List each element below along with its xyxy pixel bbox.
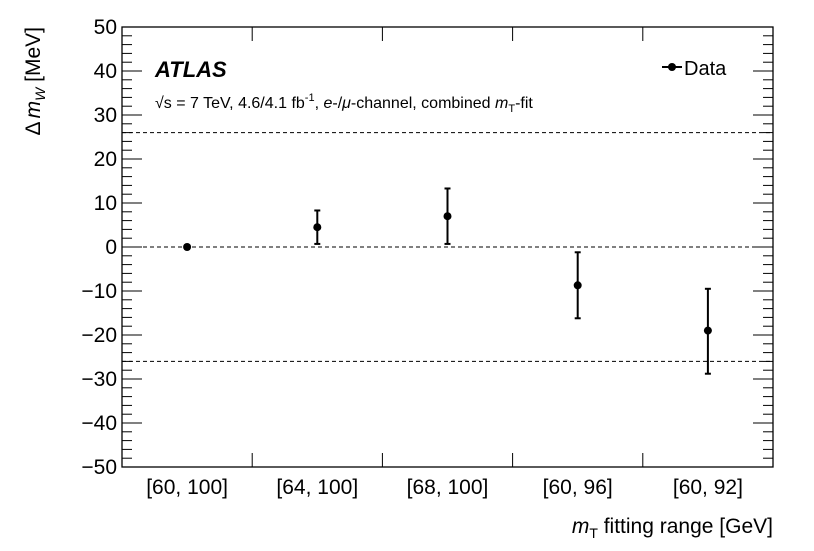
y-tick-label: 30	[94, 104, 117, 127]
legend-entry: Data	[684, 58, 727, 80]
subtitle-fit: -fit	[515, 95, 533, 112]
xlabel-sub: T	[589, 525, 598, 541]
subtitle-T: T	[508, 103, 515, 115]
legend-marker	[668, 63, 676, 71]
xlabel-m: m	[572, 515, 590, 538]
x-tick-label: [60, 100]	[146, 476, 228, 499]
y-tick-label: 0	[105, 236, 117, 259]
subtitle-mu: μ	[341, 95, 351, 112]
plot-frame	[121, 26, 774, 468]
x-tick-labels: [60, 100] [64, 100] [68, 100] [60, 96] [60, …	[146, 476, 743, 499]
data-point	[573, 281, 582, 290]
subtitle-m: m	[495, 95, 508, 112]
subtitle-lumi-exp: -1	[305, 92, 315, 104]
y-tick-label: −10	[81, 280, 117, 303]
data-point	[703, 326, 712, 335]
subtitle-channel: -channel, combined	[351, 95, 495, 112]
y-tick-label: −30	[81, 368, 117, 391]
x-tick-label: [64, 100]	[276, 476, 358, 499]
ylabel-delta: Δ	[22, 121, 45, 135]
y-tick-label: 40	[94, 60, 117, 83]
subtitle: √s = 7 TeV, 4.6/4.1 fb-1, e-/μ-channel, …	[155, 92, 533, 115]
ylabel-sub: W	[32, 86, 48, 101]
x-tick-label: [60, 96]	[543, 476, 613, 499]
data-points	[183, 187, 712, 375]
subtitle-sqrt: √s	[155, 95, 172, 112]
xlabel-rest: fitting range [GeV]	[598, 515, 773, 538]
ylabel-m: m	[22, 101, 45, 119]
x-axis-label: mT fitting range [GeV]	[572, 515, 773, 541]
y-tick-label: −40	[81, 412, 117, 435]
ylabel-unit: [MeV]	[22, 27, 45, 88]
y-tick-label: −50	[81, 456, 117, 479]
y-tick-label: 10	[94, 192, 117, 215]
y-tick-label: 20	[94, 148, 117, 171]
legend: Data	[662, 58, 727, 80]
reference-lines	[122, 132, 773, 362]
y-tick-labels: −50 −40 −30 −20 −10 0 10 20 30 40 50	[81, 16, 117, 479]
subtitle-energy: = 7 TeV, 4.6/4.1 fb	[172, 95, 305, 112]
y-axis-label: ΔmW [MeV]	[22, 27, 48, 135]
x-tick-label: [68, 100]	[407, 476, 489, 499]
data-point	[183, 243, 192, 251]
data-point	[443, 212, 452, 221]
subtitle-dash: -/	[332, 95, 342, 112]
subtitle-sep: ,	[315, 95, 324, 112]
y-tick-label: 50	[94, 16, 117, 39]
y-tick-label: −20	[81, 324, 117, 347]
experiment-label: ATLAS	[154, 57, 227, 82]
subtitle-e: e	[323, 95, 332, 112]
x-tick-label: [60, 92]	[673, 476, 743, 499]
data-point	[313, 223, 322, 232]
